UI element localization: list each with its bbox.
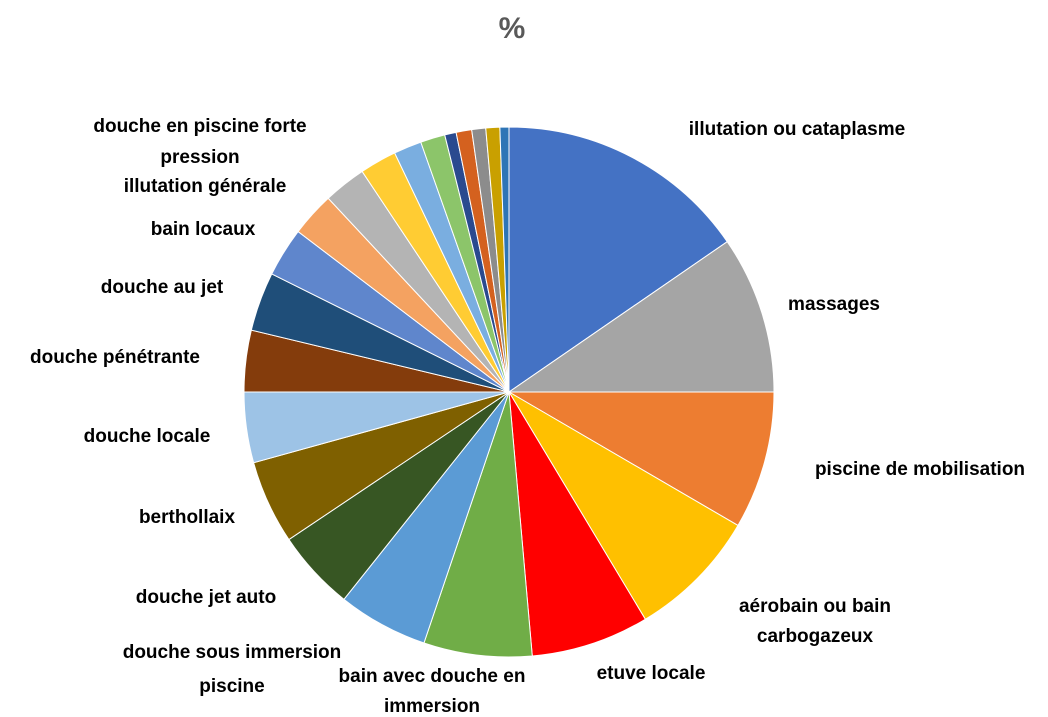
slice-label: douche en piscine forte pression	[93, 116, 306, 168]
chart-title: %	[499, 12, 526, 45]
slice-label: douche jet auto	[136, 587, 276, 608]
pie-slice	[507, 240, 775, 393]
slice-label: piscine de mobilisation	[815, 459, 1025, 480]
slice-label: bain avec douche en immersion	[339, 666, 526, 717]
pie-slice	[508, 126, 728, 393]
slice-label: etuve locale	[597, 663, 706, 684]
slice-label: massages	[788, 294, 880, 315]
pie-slice	[508, 391, 647, 657]
slice-label: bain locaux	[151, 219, 256, 240]
pie-slice	[507, 391, 775, 527]
slice-label: illutation générale	[124, 176, 287, 197]
slice-label: douche au jet	[101, 277, 224, 298]
pie-slice	[499, 126, 510, 393]
pie-slice	[423, 391, 533, 658]
slice-label: illutation ou cataplasme	[689, 119, 905, 140]
slice-label: douche sous immersion piscine	[123, 642, 342, 697]
slice-label: berthollaix	[139, 507, 236, 528]
slice-label: aérobain ou bain carbogazeux	[739, 596, 891, 647]
pie-slice	[508, 391, 739, 620]
slice-label: douche locale	[84, 426, 211, 447]
slice-label: douche pénétrante	[30, 347, 200, 368]
